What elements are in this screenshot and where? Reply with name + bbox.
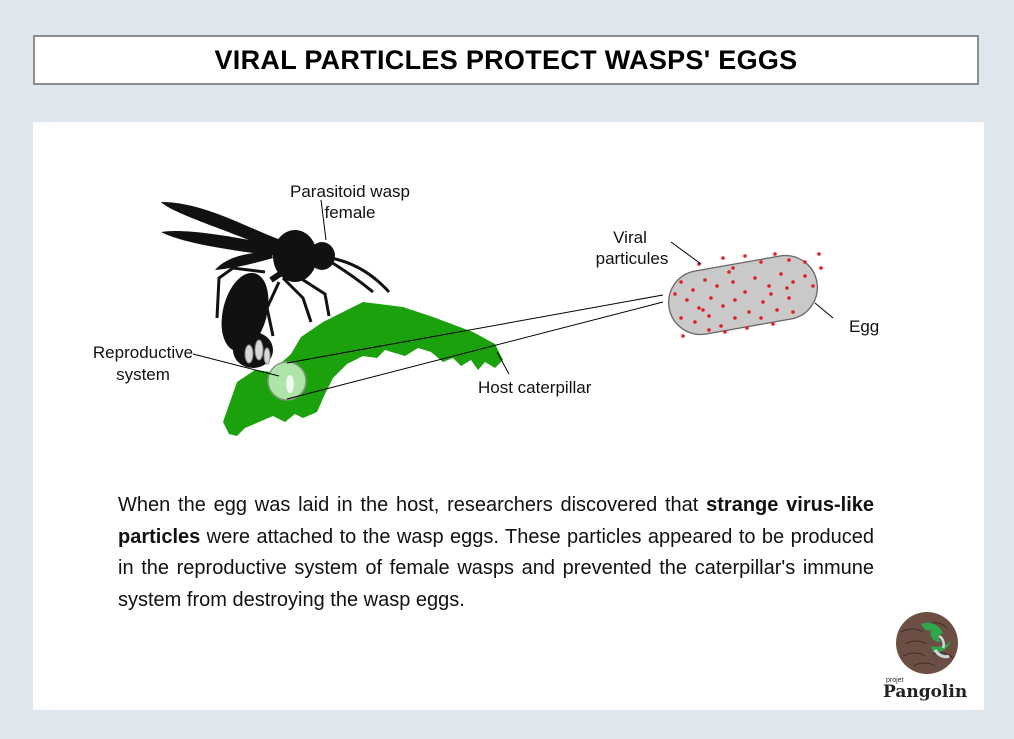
- wasp-icon: [215, 230, 391, 368]
- caterpillar-leader-line: [496, 351, 510, 375]
- viral-particle: [817, 252, 821, 256]
- viral-particle: [753, 276, 757, 280]
- viral-particle: [721, 256, 725, 260]
- viral-particle: [803, 260, 807, 264]
- viral-particle: [697, 306, 701, 310]
- title-banner: VIRAL PARTICLES PROTECT WASPS' EGGS: [33, 35, 979, 85]
- viral-particle: [673, 292, 677, 296]
- viral-particle: [761, 300, 765, 304]
- wasp-wing-icon: [161, 230, 279, 256]
- viral-particle: [679, 280, 683, 284]
- viral-particle: [767, 284, 771, 288]
- viral-particle: [745, 326, 749, 330]
- viral-particle: [791, 310, 795, 314]
- viral-particle: [779, 272, 783, 276]
- viral-particle: [693, 320, 697, 324]
- viral-particle: [681, 334, 685, 338]
- viral-particle: [731, 266, 735, 270]
- viral-particle: [709, 296, 713, 300]
- viral-particle: [819, 266, 823, 270]
- repro-leader-line: [192, 353, 280, 377]
- repro-label-line1: Reproductive: [93, 343, 193, 362]
- repro-label-line2: system: [116, 365, 170, 384]
- viral-particle: [691, 288, 695, 292]
- viral-particle: [775, 308, 779, 312]
- paragraph-highlight: strange virus-like particles: [118, 494, 874, 548]
- diagram-panel: Parasitoid wasp female Reproductive syst…: [33, 122, 984, 710]
- reproductive-organ-icon: [244, 339, 271, 365]
- viral-particle: [719, 324, 723, 328]
- wasp-leader-line: [320, 199, 327, 241]
- wasp-label-line1: Parasitoid wasp: [290, 182, 410, 201]
- egg-closeup-icon: [286, 375, 294, 393]
- viral-particle: [785, 286, 789, 290]
- wasp-wing-icon: [215, 252, 273, 270]
- viral-particle: [791, 280, 795, 284]
- description-paragraph: When the egg was laid in the host, resea…: [118, 490, 874, 616]
- caterpillar-label: Host caterpillar: [478, 378, 592, 397]
- viral-particle: [759, 260, 763, 264]
- viral-particle: [721, 304, 725, 308]
- viral-particle: [679, 316, 683, 320]
- viral-particle: [703, 278, 707, 282]
- viral-particle: [723, 330, 727, 334]
- egg-leader-line: [814, 302, 834, 319]
- wasp-wing-icon: [161, 202, 281, 250]
- viral-particle: [685, 298, 689, 302]
- viral-particle: [727, 270, 731, 274]
- viral-particle: [707, 314, 711, 318]
- logo-name: Pangolin: [883, 682, 968, 702]
- viral-particles: [673, 252, 823, 338]
- viral-leader-line: [670, 241, 702, 265]
- viral-particle: [743, 290, 747, 294]
- viral-particle: [773, 252, 777, 256]
- viral-particle: [731, 280, 735, 284]
- logo-small-text: projet: [886, 677, 904, 684]
- viral-particle: [743, 254, 747, 258]
- viral-particle: [733, 316, 737, 320]
- wasp-label-line2: female: [324, 203, 375, 222]
- viral-particle: [701, 308, 705, 312]
- viral-particle: [747, 310, 751, 314]
- page-title: VIRAL PARTICLES PROTECT WASPS' EGGS: [214, 44, 798, 75]
- viral-particle: [715, 284, 719, 288]
- viral-particle: [787, 296, 791, 300]
- egg-icon: [668, 254, 818, 336]
- paragraph-text-end: were attached to the wasp eggs. These pa…: [118, 525, 874, 611]
- viral-particle: [803, 274, 807, 278]
- pangolin-logo-icon: [896, 612, 958, 674]
- viral-particle: [769, 292, 773, 296]
- diagram-svg: Parasitoid wasp female Reproductive syst…: [93, 182, 879, 436]
- viral-label-line2: particules: [596, 249, 669, 268]
- viral-particle: [733, 298, 737, 302]
- viral-particle: [787, 258, 791, 262]
- viral-label-line1: Viral: [613, 228, 647, 247]
- viral-particle: [707, 328, 711, 332]
- paragraph-text-start: When the egg was laid in the host, resea…: [118, 494, 707, 516]
- egg-label: Egg: [849, 317, 879, 336]
- viral-particle: [759, 316, 763, 320]
- viral-particle: [811, 284, 815, 288]
- caterpillar-icon: [223, 302, 503, 436]
- viral-particle: [771, 322, 775, 326]
